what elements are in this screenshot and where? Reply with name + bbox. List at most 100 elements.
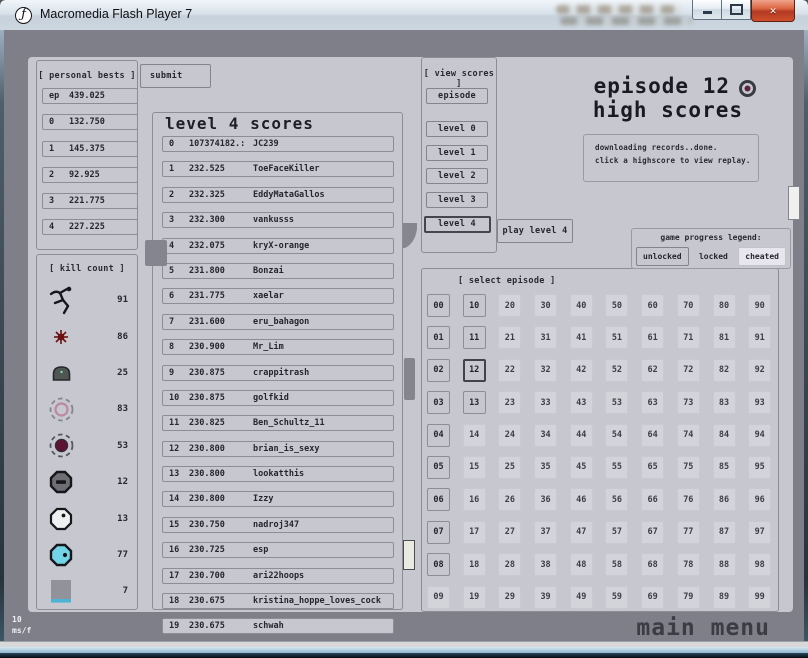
episode-cell-51[interactable]: 51 — [605, 326, 629, 350]
page-scroll-tab[interactable] — [788, 186, 800, 220]
score-row[interactable]: 15 230.750 nadroj347 — [162, 516, 394, 533]
titlebar[interactable]: ƒ Macromedia Flash Player 7 ✕ — [0, 0, 808, 31]
episode-cell-25[interactable]: 25 — [498, 455, 522, 479]
episode-cell-11[interactable]: 11 — [462, 326, 486, 350]
minimize-button[interactable] — [692, 0, 722, 20]
episode-cell-13[interactable]: 13 — [462, 391, 486, 415]
episode-cell-40[interactable]: 40 — [569, 294, 593, 317]
score-row[interactable]: 8 230.900 Mr_Lim — [162, 339, 394, 356]
level-4-button[interactable]: level 4 — [423, 215, 491, 233]
score-row[interactable]: 16 230.725 esp — [162, 542, 394, 559]
episode-cell-54[interactable]: 54 — [605, 423, 629, 447]
episode-cell-33[interactable]: 33 — [534, 391, 558, 415]
episode-cell-92[interactable]: 92 — [748, 358, 772, 382]
score-row[interactable]: 0 107374182.: JC239 — [162, 136, 394, 152]
score-row[interactable]: 14 230.800 Izzy — [162, 491, 394, 508]
episode-cell-71[interactable]: 71 — [676, 326, 700, 350]
episode-button[interactable]: episode — [426, 88, 488, 104]
episode-cell-22[interactable]: 22 — [498, 358, 522, 382]
episode-cell-19[interactable]: 19 — [462, 585, 486, 609]
episode-cell-64[interactable]: 64 — [641, 423, 665, 447]
episode-cell-04[interactable]: 04 — [427, 423, 450, 447]
episode-cell-15[interactable]: 15 — [462, 455, 486, 479]
episode-cell-14[interactable]: 14 — [462, 423, 486, 447]
episode-cell-65[interactable]: 65 — [641, 455, 665, 479]
episode-cell-31[interactable]: 31 — [534, 326, 558, 350]
episode-cell-36[interactable]: 36 — [534, 488, 558, 512]
level-3-button[interactable]: level 3 — [426, 192, 488, 209]
episode-cell-99[interactable]: 99 — [748, 585, 772, 609]
episode-cell-38[interactable]: 38 — [534, 553, 558, 577]
score-row[interactable]: 1 232.525 ToeFaceKiller — [162, 161, 394, 178]
episode-cell-17[interactable]: 17 — [462, 520, 486, 544]
score-row[interactable]: 17 230.700 ari22hoops — [162, 567, 394, 584]
episode-cell-01[interactable]: 01 — [427, 326, 450, 350]
episode-cell-94[interactable]: 94 — [748, 423, 772, 447]
episode-cell-57[interactable]: 57 — [605, 520, 629, 544]
episode-cell-34[interactable]: 34 — [534, 423, 558, 447]
episode-cell-49[interactable]: 49 — [569, 585, 593, 609]
episode-cell-97[interactable]: 97 — [748, 520, 772, 544]
episode-cell-88[interactable]: 88 — [712, 553, 736, 577]
episode-cell-06[interactable]: 06 — [427, 488, 450, 512]
episode-cell-73[interactable]: 73 — [676, 391, 700, 415]
episode-cell-98[interactable]: 98 — [748, 553, 772, 577]
episode-cell-82[interactable]: 82 — [712, 358, 736, 382]
episode-cell-42[interactable]: 42 — [569, 358, 593, 382]
episode-cell-30[interactable]: 30 — [534, 294, 558, 317]
episode-cell-68[interactable]: 68 — [641, 553, 665, 577]
episode-cell-91[interactable]: 91 — [748, 326, 772, 350]
main-menu-button[interactable]: main menu — [636, 615, 770, 641]
episode-cell-32[interactable]: 32 — [534, 358, 558, 382]
episode-cell-27[interactable]: 27 — [498, 520, 522, 544]
submit-button[interactable]: submit — [140, 64, 211, 88]
episode-cell-37[interactable]: 37 — [534, 520, 558, 544]
score-row[interactable]: 3 232.300 vankusss — [162, 212, 394, 229]
episode-cell-03[interactable]: 03 — [427, 391, 450, 415]
episode-cell-96[interactable]: 96 — [748, 488, 772, 512]
episode-cell-23[interactable]: 23 — [498, 391, 522, 415]
episode-cell-02[interactable]: 02 — [427, 358, 450, 382]
score-row[interactable]: 5 231.800 Bonzai — [162, 262, 394, 279]
play-level-button[interactable]: play level 4 — [497, 219, 573, 243]
episode-cell-90[interactable]: 90 — [748, 294, 772, 317]
episode-cell-24[interactable]: 24 — [498, 423, 522, 447]
episode-cell-85[interactable]: 85 — [712, 455, 736, 479]
score-row[interactable]: 13 230.800 lookatthis — [162, 466, 394, 483]
episode-cell-12[interactable]: 12 — [462, 358, 486, 382]
scores-scroll-tab-left[interactable] — [145, 240, 167, 266]
score-row[interactable]: 7 231.600 eru_bahagon — [162, 313, 394, 330]
score-row[interactable]: 18 230.675 kristina_hoppe_loves_cock — [162, 593, 394, 610]
episode-cell-35[interactable]: 35 — [534, 455, 558, 479]
episode-cell-10[interactable]: 10 — [462, 294, 486, 317]
episode-cell-87[interactable]: 87 — [712, 520, 736, 544]
score-row[interactable]: 12 230.800 brian_is_sexy — [162, 440, 394, 457]
level-2-button[interactable]: level 2 — [426, 168, 488, 185]
episode-cell-05[interactable]: 05 — [427, 455, 450, 479]
episode-cell-76[interactable]: 76 — [676, 488, 700, 512]
episode-cell-29[interactable]: 29 — [498, 585, 522, 609]
score-row[interactable]: 6 231.775 xaelar — [162, 288, 394, 305]
episode-cell-69[interactable]: 69 — [641, 585, 665, 609]
scores-scrollbar-thumb[interactable] — [404, 358, 415, 400]
scores-scroll-marker[interactable] — [403, 540, 415, 570]
score-row[interactable]: 9 230.875 crappitrash — [162, 364, 394, 381]
score-row[interactable]: 11 230.825 Ben_Schultz_11 — [162, 415, 394, 432]
episode-cell-47[interactable]: 47 — [569, 520, 593, 544]
episode-cell-00[interactable]: 00 — [427, 294, 450, 317]
episode-cell-75[interactable]: 75 — [676, 455, 700, 479]
episode-cell-86[interactable]: 86 — [712, 488, 736, 512]
episode-cell-43[interactable]: 43 — [569, 391, 593, 415]
episode-cell-95[interactable]: 95 — [748, 455, 772, 479]
score-row[interactable]: 10 230.875 golfkid — [162, 389, 394, 406]
score-row[interactable]: 2 232.325 EddyMataGallos — [162, 186, 394, 203]
close-button[interactable]: ✕ — [751, 0, 795, 22]
episode-cell-09[interactable]: 09 — [427, 585, 450, 609]
episode-cell-41[interactable]: 41 — [569, 326, 593, 350]
episode-cell-08[interactable]: 08 — [427, 553, 450, 577]
episode-cell-58[interactable]: 58 — [605, 553, 629, 577]
episode-cell-61[interactable]: 61 — [641, 326, 665, 350]
episode-cell-26[interactable]: 26 — [498, 488, 522, 512]
episode-cell-77[interactable]: 77 — [676, 520, 700, 544]
maximize-button[interactable] — [722, 0, 751, 20]
